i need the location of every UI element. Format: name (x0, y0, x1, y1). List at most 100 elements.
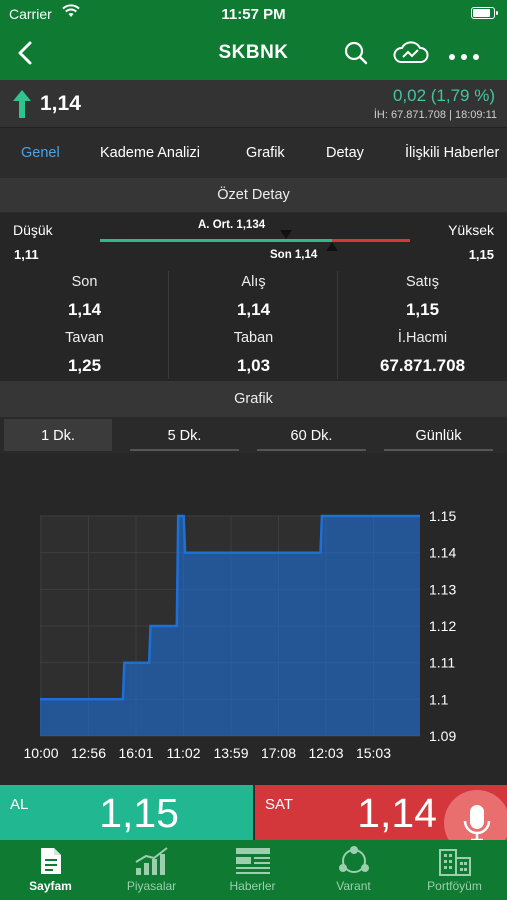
battery-icon (471, 7, 498, 19)
stat-taban: Taban 1,03 (169, 330, 338, 376)
up-arrow-icon (12, 89, 32, 124)
stat-value: 1,03 (236, 356, 271, 375)
day-range-bar (100, 230, 410, 251)
tabbar-item-sayfam[interactable]: Sayfam (0, 840, 101, 900)
stat-label: Satış (405, 274, 440, 290)
divider (337, 271, 338, 379)
interval-selector: 1 Dk. 5 Dk. 60 Dk. Günlük (0, 417, 507, 453)
divider (168, 271, 169, 379)
buildings-icon (404, 846, 505, 876)
x-tick-label: 11:02 (167, 745, 201, 761)
price-chart[interactable]: 1.15 1.14 1.13 1.12 1.11 1.1 1.09 10:00 12:56 16:… (0, 453, 507, 785)
price-bar: 1,14 0,02 (1,79 %) İH: 67.871.708 | 18:0… (0, 80, 507, 128)
tabbar-label: Piyasalar (126, 879, 177, 893)
share-nodes-icon (303, 846, 404, 876)
low-value: 1,11 (14, 247, 39, 262)
detail-tabs: Genel Kademe Analizi Grafik Detay İlişki… (0, 128, 507, 178)
tab-grafik[interactable]: Grafik (246, 145, 285, 161)
status-bar: Carrier 11:57 PM (0, 0, 507, 28)
buy-button[interactable]: AL 1,15 (0, 785, 253, 840)
tab-genel[interactable]: Genel (21, 145, 60, 161)
stat-label: Tavan (65, 330, 104, 346)
tabbar-label: Haberler (229, 879, 276, 893)
stat-label: Alış (241, 274, 266, 290)
tab-kademe-analizi[interactable]: Kademe Analizi (100, 145, 200, 161)
stat-label: Son (71, 274, 98, 290)
x-tick-label: 13:59 (213, 745, 248, 761)
stat-label: Taban (233, 330, 274, 346)
y-tick-label: 1.13 (429, 581, 456, 597)
buy-price: 1,15 (99, 790, 179, 836)
tabbar-label: Portföyüm (427, 879, 482, 893)
tab-detay[interactable]: Detay (326, 145, 364, 161)
interval-daily[interactable]: Günlük (384, 419, 493, 451)
y-tick-label: 1.15 (429, 508, 456, 524)
tab-iliskili-haberler[interactable]: İlişkili Haberler (405, 145, 500, 161)
price-area (40, 516, 420, 736)
nav-bar: SKBNK (0, 28, 507, 80)
stat-value: 67.871.708 (379, 356, 466, 375)
interval-1-minute[interactable]: 1 Dk. (4, 419, 112, 451)
carrier-label: Carrier (9, 6, 52, 22)
tabbar-label: Sayfam (29, 879, 72, 893)
stat-value: 1,15 (405, 300, 440, 319)
stat-satis: Satış 1,15 (338, 274, 507, 320)
high-label: Yüksek (448, 222, 494, 238)
back-chevron-icon[interactable] (12, 38, 42, 68)
stat-value: 1,14 (67, 300, 102, 319)
more-icon[interactable] (448, 48, 480, 66)
stat-son: Son 1,14 (0, 274, 169, 320)
x-tick-label: 12:56 (71, 745, 106, 761)
last-price-label: Son 1,14 (270, 249, 318, 261)
x-tick-label: 12:03 (308, 745, 343, 761)
price-line (40, 514, 420, 701)
x-tick-label: 17:08 (261, 745, 296, 761)
y-tick-label: 1.09 (429, 728, 456, 744)
stat-label: İ.Hacmi (397, 330, 448, 346)
y-tick-label: 1.12 (429, 618, 456, 634)
document-icon (0, 846, 101, 876)
interval-5-minute[interactable]: 5 Dk. (130, 419, 239, 451)
average-price-label: A. Ort. 1,134 (198, 219, 266, 231)
average-marker-icon (280, 230, 292, 239)
y-tick-label: 1.11 (429, 655, 455, 671)
x-tick-label: 15:03 (356, 745, 391, 761)
sell-button[interactable]: SAT 1,14 (255, 785, 507, 856)
tabbar-item-portfoyum[interactable]: Portföyüm (404, 840, 505, 900)
clock: 11:57 PM (221, 6, 286, 23)
high-value: 1,15 (468, 247, 494, 262)
sell-price: 1,14 (357, 790, 437, 836)
y-tick-label: 1.14 (429, 545, 456, 561)
tabbar-label: Varant (336, 879, 371, 893)
chart-header: Grafik (0, 381, 507, 417)
summary-panel: Düşük 1,11 Yüksek 1,15 A. Ort. 1,134 Son… (0, 213, 507, 381)
summary-header: Özet Detay (0, 178, 507, 212)
wifi-icon (62, 4, 80, 21)
tabbar-item-haberler[interactable]: Haberler (202, 840, 303, 900)
tabbar-item-piyasalar[interactable]: Piyasalar (101, 840, 202, 900)
stat-alis: Alış 1,14 (169, 274, 338, 320)
last-marker-icon (326, 242, 338, 251)
stat-islem-hacmi: İ.Hacmi 67.871.708 (338, 330, 507, 376)
tabbar-item-varant[interactable]: Varant (303, 840, 404, 900)
stat-tavan: Tavan 1,25 (0, 330, 169, 376)
price-change: 0,02 (1,79 %) (392, 86, 495, 105)
x-tick-label: 16:01 (118, 745, 153, 761)
news-icon (202, 846, 303, 876)
last-price: 1,14 (40, 92, 81, 115)
interval-60-minute[interactable]: 60 Dk. (257, 419, 366, 451)
buy-label: AL (10, 796, 29, 813)
stat-value: 1,25 (67, 356, 102, 375)
sell-label: SAT (265, 796, 294, 813)
page-title: SKBNK (218, 42, 289, 63)
price-chart-svg: 1.15 1.14 1.13 1.12 1.11 1.1 1.09 10:00 12:56 16:… (23, 508, 456, 761)
bar-chart-icon (101, 846, 202, 876)
cloud-alert-icon[interactable] (393, 39, 429, 72)
volume-time-info: İH: 67.871.708 | 18:09:11 (373, 109, 497, 121)
search-icon[interactable] (343, 40, 369, 71)
bottom-tab-bar: Sayfam Piyasalar Haberler Varant Portföy… (0, 840, 507, 900)
x-tick-label: 10:00 (23, 745, 58, 761)
stat-value: 1,14 (236, 300, 271, 319)
low-label: Düşük (13, 222, 53, 238)
y-tick-label: 1.1 (429, 691, 449, 707)
